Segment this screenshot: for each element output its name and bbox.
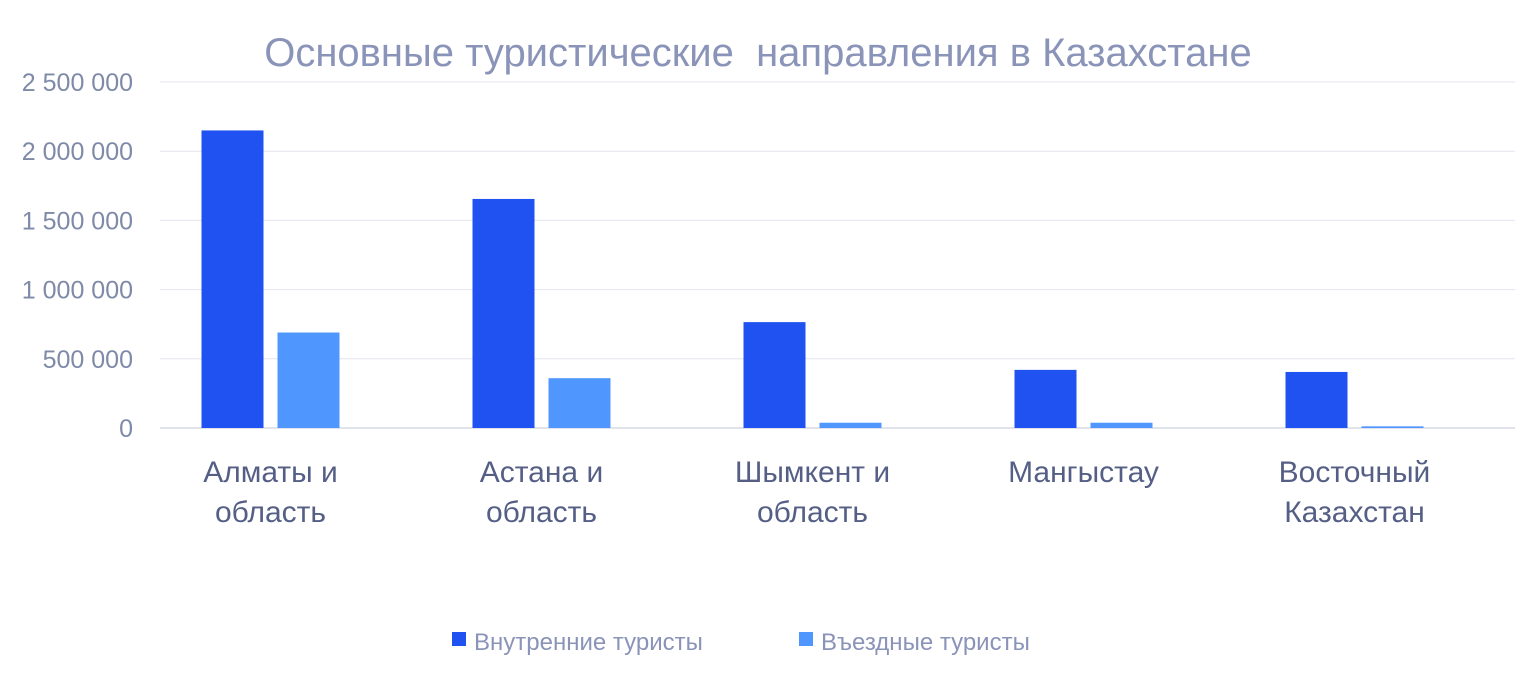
bar-inbound bbox=[819, 422, 882, 428]
bar-inbound bbox=[548, 378, 611, 428]
legend: Внутренние туристы Въездные туристы bbox=[452, 629, 1030, 656]
bar-domestic bbox=[201, 130, 264, 428]
bar-inbound bbox=[1361, 426, 1424, 428]
bar-domestic bbox=[1014, 369, 1077, 428]
bars bbox=[201, 130, 1424, 428]
y-axis-ticks: 0 500 000 1 000 000 1 500 000 2 000 000 2 500… bbox=[22, 69, 133, 443]
bar-domestic bbox=[1285, 371, 1348, 428]
chart-title: Основные туристические направления в Каз… bbox=[264, 31, 1252, 75]
bar-inbound bbox=[1090, 422, 1153, 428]
y-tick-label: 500 000 bbox=[43, 346, 133, 374]
y-tick-label: 0 bbox=[119, 415, 133, 443]
x-tick-label: Мангыстау bbox=[1008, 456, 1159, 489]
x-tick-label: Шымкент и область bbox=[735, 456, 890, 529]
x-tick-label: Алматы и область bbox=[203, 456, 338, 529]
x-tick-label: Восточный Казахстан bbox=[1279, 456, 1431, 529]
bar-inbound bbox=[277, 332, 340, 428]
y-tick-label: 1 500 000 bbox=[22, 207, 133, 235]
y-tick-label: 1 000 000 bbox=[22, 277, 133, 305]
legend-swatch bbox=[799, 632, 813, 646]
bar-domestic bbox=[472, 198, 535, 428]
x-tick-label: Астана и область bbox=[480, 456, 603, 529]
legend-label: Въездные туристы bbox=[821, 629, 1030, 656]
y-tick-label: 2 000 000 bbox=[22, 138, 133, 166]
y-tick-label: 2 500 000 bbox=[22, 69, 133, 97]
legend-swatch bbox=[452, 632, 466, 646]
bar-domestic bbox=[743, 322, 806, 428]
legend-label: Внутренние туристы bbox=[474, 629, 703, 656]
